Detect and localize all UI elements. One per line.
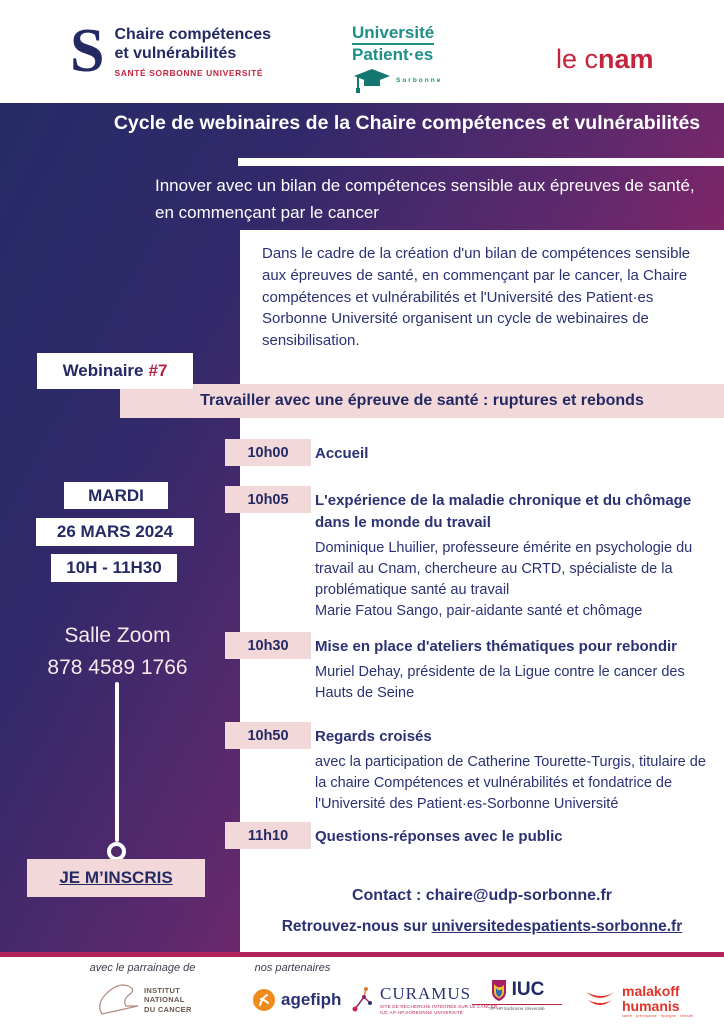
agefiph-logo: agefiph	[252, 988, 341, 1012]
schedule-time-badge: 10h30	[225, 632, 311, 659]
subtitle-line1: Innover avec un bilan de compétences sen…	[155, 176, 695, 195]
malakoff-tagline: santé · prévoyance · épargne · retraite	[622, 1014, 694, 1019]
webinar-label: Webinaire	[62, 361, 144, 380]
zoom-room-label: Salle Zoom	[64, 624, 171, 647]
zoom-room-id: 878 4589 1766	[47, 655, 188, 679]
timeline-line	[115, 682, 119, 842]
title-divider	[238, 158, 724, 166]
udp-logo-line1: Université	[352, 23, 435, 45]
cnam-logo-prefix: le c	[556, 44, 599, 74]
schedule-time-badge: 11h10	[225, 822, 311, 849]
agefiph-icon	[253, 989, 275, 1011]
website-link[interactable]: universitedespatients-sorbonne.fr	[431, 918, 683, 935]
inca-line1: INSTITUT	[144, 985, 181, 995]
cnam-logo-bold: nam	[598, 44, 654, 74]
curamus-logo: CURAMUS SITE DE RECHERCHE INTÉGRÉE SUR L…	[350, 984, 497, 1017]
graduation-cap-icon	[354, 69, 390, 94]
curamus-sub1: SITE DE RECHERCHE INTÉGRÉE SUR LE CANCER	[380, 1004, 498, 1009]
page-subtitle: Innover avec un bilan de compétences sen…	[155, 172, 710, 226]
iuc-logo: IUC AP-HP.Sorbonne Université	[472, 978, 562, 1012]
follow-prefix: Retrouvez-nous sur	[281, 918, 428, 935]
partners-label: nos partenaires	[254, 962, 331, 974]
contact-label: Contact :	[351, 887, 422, 904]
malakoff-humanis-logo: malakoff humanis santé · prévoyance · ép…	[584, 984, 693, 1018]
iuc-name: IUC	[511, 979, 545, 1000]
schedule-row: 10h00 Accueil	[225, 439, 717, 466]
schedule-time-badge: 10h05	[225, 486, 311, 513]
malakoff-smile-icon	[586, 992, 614, 1006]
schedule-row: 10h05 L'expérience de la maladie chroniq…	[225, 486, 717, 622]
chaire-logo-subtitle: SANTÉ SORBONNE UNIVERSITÉ	[114, 67, 264, 78]
schedule-item-title: Regards croisés	[315, 728, 432, 745]
schedule-row: 10h50 Regards croisés avec la participat…	[225, 722, 717, 815]
cnam-logo: le cnam	[556, 44, 654, 75]
curamus-icon	[352, 987, 372, 1012]
schedule-item-title: Questions-réponses avec le public	[315, 828, 563, 845]
agefiph-name: agefiph	[281, 990, 342, 1009]
contact-email[interactable]: chaire@udp-sorbonne.fr	[425, 887, 613, 904]
contact-line: Contact : chaire@udp-sorbonne.fr	[240, 887, 724, 905]
zoom-room-info: Salle Zoom 878 4589 1766	[0, 620, 235, 683]
webinar-theme-banner: Travailler avec une épreuve de santé : r…	[120, 384, 724, 418]
schedule-item-speaker: avec la participation de Catherine Toure…	[315, 753, 706, 812]
inca-line2: NATIONAL	[144, 995, 185, 1005]
iuc-shield-icon	[491, 980, 506, 1001]
malakoff-name-line2: humanis	[622, 997, 680, 1014]
event-time-box: 10H - 11H30	[51, 554, 177, 582]
schedule-item-title: Accueil	[315, 445, 369, 462]
udp-logo-sorbonne: Sorbonne	[396, 76, 443, 84]
curamus-sub2: IUC AP-HP.SORBONNE UNIVERSITÉ	[380, 1010, 463, 1016]
chaire-logo-line1: Chaire compétences	[114, 26, 271, 44]
malakoff-name-line1: malakoff	[622, 983, 680, 999]
register-button[interactable]: JE M’INSCRIS	[27, 859, 205, 897]
intro-paragraph: Dans le cadre de la création d'un bilan …	[262, 245, 691, 349]
schedule-time-badge: 10h00	[225, 439, 311, 466]
webinar-number: #7	[148, 361, 168, 380]
chaire-logo-line2: et vulnérabilités	[114, 44, 237, 62]
institut-national-du-cancer-logo: INSTITUT NATIONAL DU CANCER	[92, 980, 192, 1020]
universite-des-patients-logo: Université Patient·es Sorbonne	[352, 23, 472, 94]
webinar-number-box: Webinaire #7	[37, 353, 193, 389]
schedule-item-title: L'expérience de la maladie chronique et …	[315, 492, 692, 531]
schedule-item-title: Mise en place d'ateliers thématiques pou…	[315, 638, 677, 655]
schedule-item-speaker: Muriel Dehay, présidente de la Ligue con…	[315, 663, 685, 701]
patronage-label: avec le parrainage de	[89, 962, 196, 974]
page-title: Cycle de webinaires de la Chaire compéte…	[113, 112, 701, 134]
schedule-row: 10h30 Mise en place d'ateliers thématiqu…	[225, 632, 717, 704]
event-date-box: 26 MARS 2024	[36, 518, 194, 546]
udp-logo-line2: Patient·es	[352, 44, 434, 64]
chaire-monogram-icon: S	[70, 17, 105, 85]
follow-line: Retrouvez-nous sur universitedespatients…	[240, 918, 724, 936]
footer-divider-line	[0, 952, 724, 957]
chaire-logo: S Chaire compétences et vulnérabilités S…	[70, 17, 271, 85]
iuc-sub: AP-HP.Sorbonne Université	[472, 1004, 562, 1012]
content-panel	[240, 230, 724, 952]
inca-line3: DU CANCER	[144, 1004, 192, 1014]
schedule-item-speaker: Marie Fatou Sango, pair-aidante santé et…	[315, 602, 643, 619]
schedule-time-badge: 10h50	[225, 722, 311, 749]
schedule-item-speaker: Dominique Lhuilier, professeure émérite …	[315, 539, 693, 598]
subtitle-line2: en commençant par le cancer	[155, 203, 379, 223]
curamus-name: CURAMUS	[380, 984, 472, 1003]
inca-swan-icon	[99, 984, 139, 1015]
event-day-box: MARDI	[64, 482, 168, 509]
schedule-row: 11h10 Questions-réponses avec le public	[225, 822, 717, 849]
